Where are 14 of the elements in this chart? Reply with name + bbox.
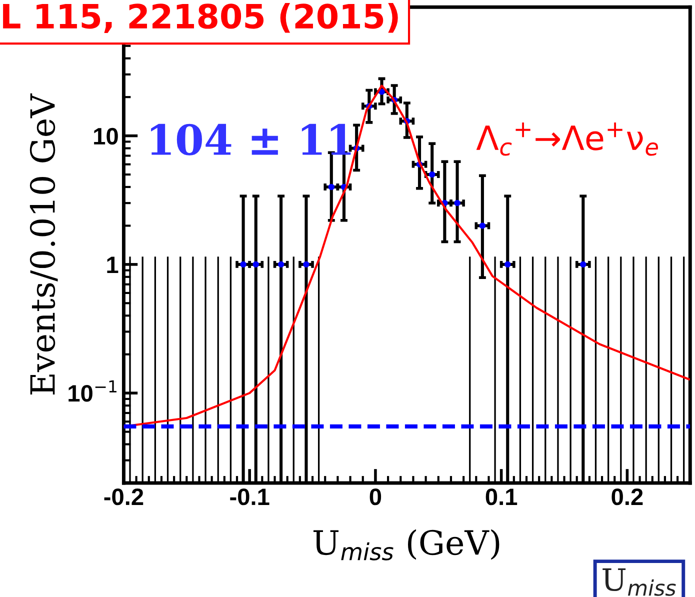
y-tick-label: 10 — [94, 128, 118, 145]
y-axis-title: Events/0.010 GeV — [30, 93, 58, 395]
annotation: L 115, 221805 (2015) — [3, 3, 398, 34]
x-tick-label: 0.1 — [486, 488, 518, 506]
x-tick-label: 0.2 — [612, 488, 643, 506]
x-tick-label: 0 — [370, 488, 382, 506]
x-tick-label: -0.1 — [230, 488, 270, 506]
text: U$_{miss}$ — [602, 568, 676, 596]
y-tick-label: 1 — [107, 256, 118, 273]
annotation: 104 ± 11 — [151, 124, 351, 156]
x-axis-title: U$_{miss}$ (GeV) — [313, 529, 500, 560]
annotation: Λ$_{c}$$^{+}$→Λe$^{+}$ν$_{e}$ — [476, 122, 658, 156]
y-tick-label: 10$^{−1}$ — [68, 380, 116, 402]
x-tick-label: -0.2 — [104, 488, 144, 506]
